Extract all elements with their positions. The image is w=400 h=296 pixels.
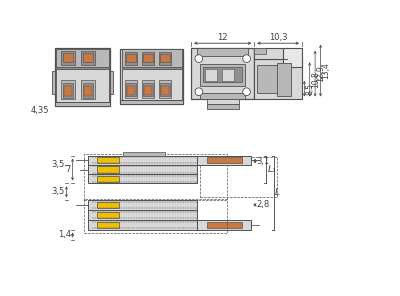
Bar — [159, 80, 171, 98]
Bar — [200, 64, 245, 86]
Bar — [84, 199, 226, 233]
Bar — [126, 83, 136, 96]
Bar — [159, 52, 171, 65]
Bar — [257, 65, 282, 93]
Bar — [197, 48, 248, 56]
Bar — [160, 54, 170, 62]
Bar — [97, 157, 119, 163]
Text: 12: 12 — [218, 33, 228, 42]
Bar — [56, 49, 109, 67]
Bar — [122, 69, 182, 100]
Bar — [197, 156, 251, 165]
Text: 1,4: 1,4 — [58, 231, 71, 239]
Bar — [122, 49, 182, 67]
Circle shape — [195, 88, 203, 96]
Bar — [144, 54, 153, 62]
Bar — [204, 67, 242, 83]
Bar — [56, 67, 109, 69]
Bar — [200, 93, 245, 99]
Bar — [82, 83, 93, 98]
Text: 4,35: 4,35 — [30, 107, 49, 115]
Bar — [61, 51, 75, 65]
Bar — [254, 48, 287, 59]
Bar — [122, 67, 182, 69]
Bar — [254, 59, 302, 99]
Bar — [161, 86, 169, 95]
Bar — [200, 157, 277, 197]
Bar — [222, 69, 234, 81]
Text: 8,5: 8,5 — [306, 83, 314, 95]
Bar — [61, 80, 75, 99]
Bar — [254, 48, 266, 54]
Bar — [144, 83, 153, 96]
Bar — [88, 156, 197, 165]
Text: 3,1: 3,1 — [256, 157, 270, 165]
Bar — [142, 80, 154, 98]
Text: 10,3: 10,3 — [269, 33, 287, 42]
Bar — [207, 222, 242, 228]
Bar — [142, 52, 154, 65]
Text: 7: 7 — [66, 165, 71, 174]
Bar — [197, 220, 251, 230]
Bar — [277, 63, 291, 96]
Bar — [120, 100, 184, 104]
Bar — [63, 53, 72, 62]
Bar — [120, 49, 184, 104]
Bar — [52, 71, 55, 94]
Bar — [97, 176, 119, 182]
Text: 3,5: 3,5 — [52, 187, 65, 196]
Text: 13,4: 13,4 — [322, 62, 331, 79]
Bar — [84, 154, 226, 200]
Text: 10,8: 10,8 — [311, 71, 320, 88]
Circle shape — [243, 88, 250, 96]
Bar — [127, 86, 135, 95]
Bar — [110, 71, 113, 94]
Bar — [125, 52, 137, 65]
Bar — [125, 80, 137, 98]
Text: 12,9: 12,9 — [316, 65, 325, 82]
Bar — [206, 99, 239, 104]
Text: 2,8: 2,8 — [256, 200, 270, 210]
Bar — [97, 212, 119, 218]
Bar — [64, 86, 72, 96]
Bar — [191, 48, 254, 99]
Bar — [88, 174, 197, 183]
Bar — [123, 152, 165, 156]
Bar — [283, 48, 302, 67]
Bar — [88, 200, 197, 210]
Bar — [126, 54, 136, 62]
Bar — [55, 48, 110, 106]
Circle shape — [195, 55, 203, 62]
Bar — [88, 220, 197, 230]
Bar — [206, 104, 239, 109]
Bar — [88, 210, 197, 220]
Bar — [97, 222, 119, 228]
Bar — [97, 166, 119, 173]
Bar — [160, 83, 170, 96]
Text: L: L — [275, 188, 280, 197]
Bar — [56, 69, 109, 102]
Bar — [84, 86, 92, 96]
Bar — [81, 80, 95, 99]
Bar — [144, 86, 152, 95]
Text: 3,5: 3,5 — [52, 160, 65, 169]
Bar — [97, 202, 119, 208]
Bar — [88, 165, 197, 174]
Bar — [55, 102, 110, 106]
Circle shape — [243, 55, 250, 62]
Bar — [83, 53, 92, 62]
Bar — [205, 69, 217, 81]
Bar — [62, 83, 73, 98]
Text: L₁: L₁ — [267, 165, 276, 174]
Bar — [81, 51, 95, 65]
Bar — [207, 157, 242, 163]
